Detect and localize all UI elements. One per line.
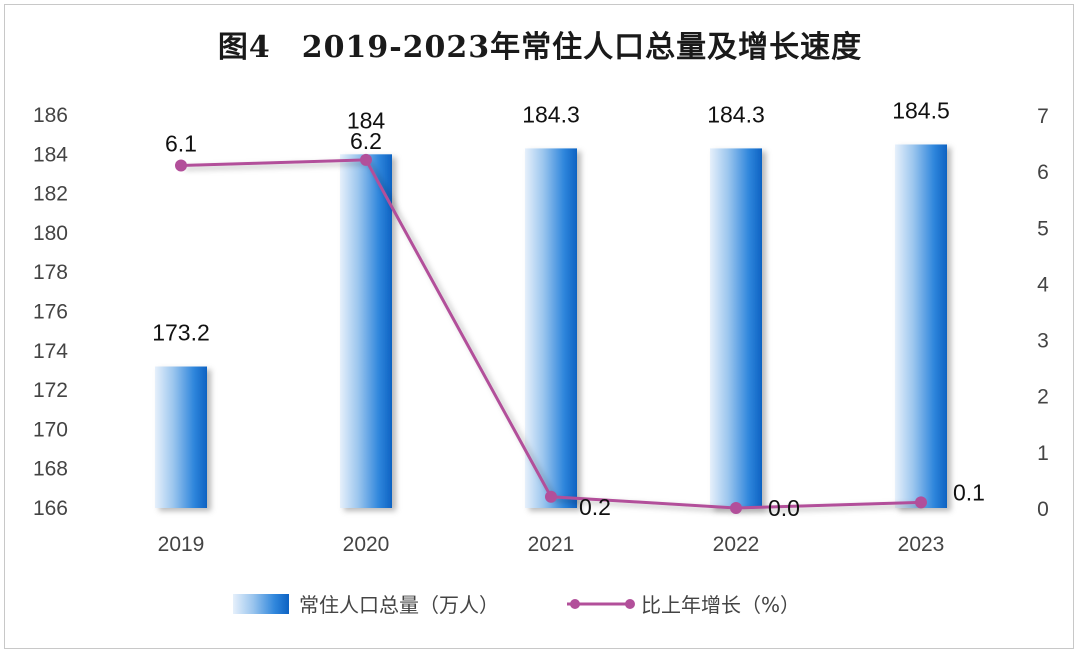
left-tick-label: 186 <box>33 104 68 127</box>
right-tick-label: 4 <box>1037 273 1049 296</box>
line-point <box>915 496 927 509</box>
right-tick-label: 3 <box>1037 330 1049 353</box>
line-series <box>175 153 927 514</box>
line-value-label: 0.1 <box>953 479 985 505</box>
bar <box>155 366 207 508</box>
bar-value-label: 184.3 <box>522 101 580 127</box>
legend-bar-swatch <box>233 594 289 614</box>
x-tick-label: 2021 <box>528 533 575 556</box>
right-tick-label: 0 <box>1037 498 1049 521</box>
left-tick-label: 174 <box>33 340 68 363</box>
bar-data-labels: 173.2 184 184.3 184.3 184.5 <box>152 97 950 345</box>
x-tick-label: 2022 <box>713 533 760 556</box>
right-tick-label: 7 <box>1037 105 1049 128</box>
left-tick-label: 170 <box>33 418 68 441</box>
bar <box>525 148 577 508</box>
bar <box>895 144 947 508</box>
legend-line-marker <box>625 599 635 609</box>
legend-bar-label: 常住人口总量（万人） <box>299 593 499 617</box>
x-tick-label: 2020 <box>343 533 390 556</box>
line-point <box>545 490 557 503</box>
line-point <box>175 159 187 172</box>
left-tick-label: 180 <box>33 222 68 245</box>
left-tick-label: 166 <box>33 497 68 520</box>
x-tick-label: 2023 <box>898 533 945 556</box>
left-tick-label: 168 <box>33 458 68 481</box>
right-tick-label: 5 <box>1037 217 1049 240</box>
left-tick-label: 182 <box>33 183 68 206</box>
left-tick-label: 178 <box>33 261 68 284</box>
right-tick-label: 6 <box>1037 161 1049 184</box>
line-value-label: 0.0 <box>768 495 800 521</box>
bar-value-label: 173.2 <box>152 320 210 346</box>
legend-line-marker <box>570 599 580 609</box>
line-value-label: 0.2 <box>579 494 611 520</box>
line-point <box>360 153 372 166</box>
bar-value-label: 184.5 <box>892 97 950 123</box>
bar-series <box>155 144 947 509</box>
legend: 常住人口总量（万人） 比上年增长（%） <box>233 593 800 617</box>
bar-value-label: 184.3 <box>707 101 765 127</box>
left-axis-ticks: 166 168 170 172 174 176 178 180 182 184 186 <box>33 104 68 520</box>
bar <box>710 148 762 508</box>
left-tick-label: 176 <box>33 301 68 324</box>
bar-value-label: 184 <box>347 107 386 133</box>
right-tick-label: 2 <box>1037 386 1049 409</box>
left-tick-label: 184 <box>33 143 68 166</box>
right-tick-label: 1 <box>1037 442 1049 465</box>
bar <box>340 154 392 509</box>
right-axis-ticks: 0 1 2 3 4 5 6 7 <box>1037 105 1049 521</box>
line-value-label: 6.2 <box>350 128 382 154</box>
line-value-label: 6.1 <box>165 131 197 157</box>
x-tick-label: 2019 <box>158 533 205 556</box>
legend-line-label: 比上年增长（%） <box>641 593 800 617</box>
chart-title: 图4 2019-2023年常住人口总量及增长速度 <box>217 30 863 65</box>
line-point <box>730 502 742 514</box>
left-tick-label: 172 <box>33 379 68 402</box>
line-data-labels: 6.1 6.2 0.2 0.0 0.1 <box>165 128 985 521</box>
x-axis-ticks: 2019 2020 2021 2022 2023 <box>158 533 945 556</box>
